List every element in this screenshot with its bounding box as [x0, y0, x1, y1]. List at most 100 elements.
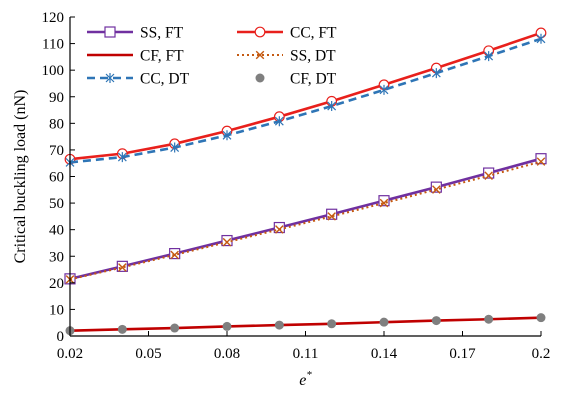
legend-swatch-marker [105, 73, 115, 83]
data-point [379, 317, 389, 327]
marker-cross [255, 50, 265, 60]
y-tick-label: 50 [49, 196, 64, 212]
marker-square [378, 195, 390, 207]
series-ss-dt [65, 157, 546, 284]
marker-asterisk [170, 142, 180, 153]
data-point [222, 130, 232, 141]
legend-item-cf-dt: CF, DT [255, 71, 337, 88]
data-point [170, 250, 179, 260]
marker-cross [118, 263, 127, 272]
x-axis-title-superscript: * [306, 369, 312, 381]
x-axis-title-base: e [299, 372, 306, 389]
marker-asterisk [117, 152, 127, 163]
marker-square [483, 167, 495, 179]
marker-dot [431, 316, 441, 326]
x-tick-label: 0.05 [135, 346, 161, 362]
y-tick-label: 120 [42, 10, 65, 26]
data-point [170, 142, 180, 153]
data-point [117, 152, 127, 163]
marker-asterisk [484, 51, 494, 62]
legend-label: CC, FT [290, 25, 337, 42]
marker-dot [255, 73, 265, 83]
marker-cross [275, 225, 284, 234]
marker-dot [327, 319, 337, 329]
series-line [69, 160, 542, 281]
data-point [379, 198, 389, 208]
marker-asterisk [222, 130, 232, 141]
marker-cross [536, 157, 546, 166]
data-point [536, 313, 546, 323]
marker-square [326, 208, 338, 220]
data-point [327, 101, 337, 112]
data-point [327, 319, 337, 329]
data-point [536, 157, 546, 166]
series-line [69, 316, 542, 332]
data-point [535, 153, 547, 165]
marker-asterisk [431, 68, 441, 79]
legend-label: CF, DT [290, 71, 337, 88]
marker-dot [222, 321, 232, 331]
data-point [116, 260, 128, 272]
ticks-layer: 0 10 20 30 40 50 60 70 80 90 100 110 120 0.02 0.05 0.08… [42, 10, 551, 362]
series-ss-ft [64, 153, 547, 285]
x-tick-label: 0.14 [371, 346, 398, 362]
x-tick-label: 0.08 [214, 346, 240, 362]
data-point [327, 212, 336, 221]
y-tick-label: 40 [49, 223, 64, 239]
x-tick-label: 0.11 [293, 346, 319, 362]
marker-cross [222, 237, 232, 247]
marker-cross [484, 171, 493, 180]
marker-dot [379, 317, 389, 327]
series-line [69, 157, 542, 281]
series-cf-dt [65, 313, 546, 336]
marker-dot [170, 323, 180, 333]
marker-square [430, 181, 442, 193]
legend-swatch-marker [255, 50, 265, 60]
legend-item-ss-ft: SS, FT [87, 25, 184, 42]
data-point [432, 185, 441, 194]
marker-asterisk [327, 101, 337, 112]
marker-square [104, 26, 116, 38]
y-tick-label: 0 [57, 329, 65, 345]
x-tick-label: 0.17 [449, 346, 476, 362]
series-line [69, 37, 542, 164]
marker-square [116, 260, 128, 272]
marker-dot [274, 320, 284, 330]
x-tick-label: 0.2 [532, 346, 551, 362]
data-point [430, 181, 442, 193]
data-point [484, 51, 494, 62]
marker-asterisk [105, 73, 115, 83]
axes-layer [69, 17, 541, 337]
marker-asterisk [379, 84, 389, 95]
marker-cross [379, 198, 389, 208]
marker-square [535, 153, 547, 165]
legend: SS, FT CC, FT CF, FT SS, DT CC, DT CF, DT [87, 25, 337, 88]
data-point [222, 321, 232, 331]
data-point [379, 84, 389, 95]
y-tick-label: 90 [49, 90, 64, 106]
series-line [69, 31, 542, 161]
marker-cross [170, 250, 179, 260]
y-tick-label: 70 [49, 143, 64, 159]
y-tick-label: 20 [49, 276, 64, 292]
data-point [484, 171, 493, 180]
marker-dot [117, 324, 127, 334]
x-axis-title: e* [299, 369, 312, 389]
legend-item-cf-ft: CF, FT [87, 48, 184, 65]
marker-square [169, 247, 181, 260]
y-axis-title: Critical buckling load (nN) [12, 90, 29, 264]
data-point [118, 263, 127, 272]
data-point [431, 316, 441, 326]
marker-circle [254, 26, 266, 38]
series-cc-dt [65, 33, 546, 168]
x-tick-label: 0.02 [57, 346, 83, 362]
data-point [274, 320, 284, 330]
marker-cross [327, 212, 336, 221]
legend-label: CF, FT [140, 48, 184, 65]
data-point [484, 314, 494, 324]
legend-swatch-marker [255, 73, 265, 83]
marker-dot [484, 314, 494, 324]
series-cf-ft [69, 316, 542, 332]
legend-label: CC, DT [140, 71, 190, 88]
